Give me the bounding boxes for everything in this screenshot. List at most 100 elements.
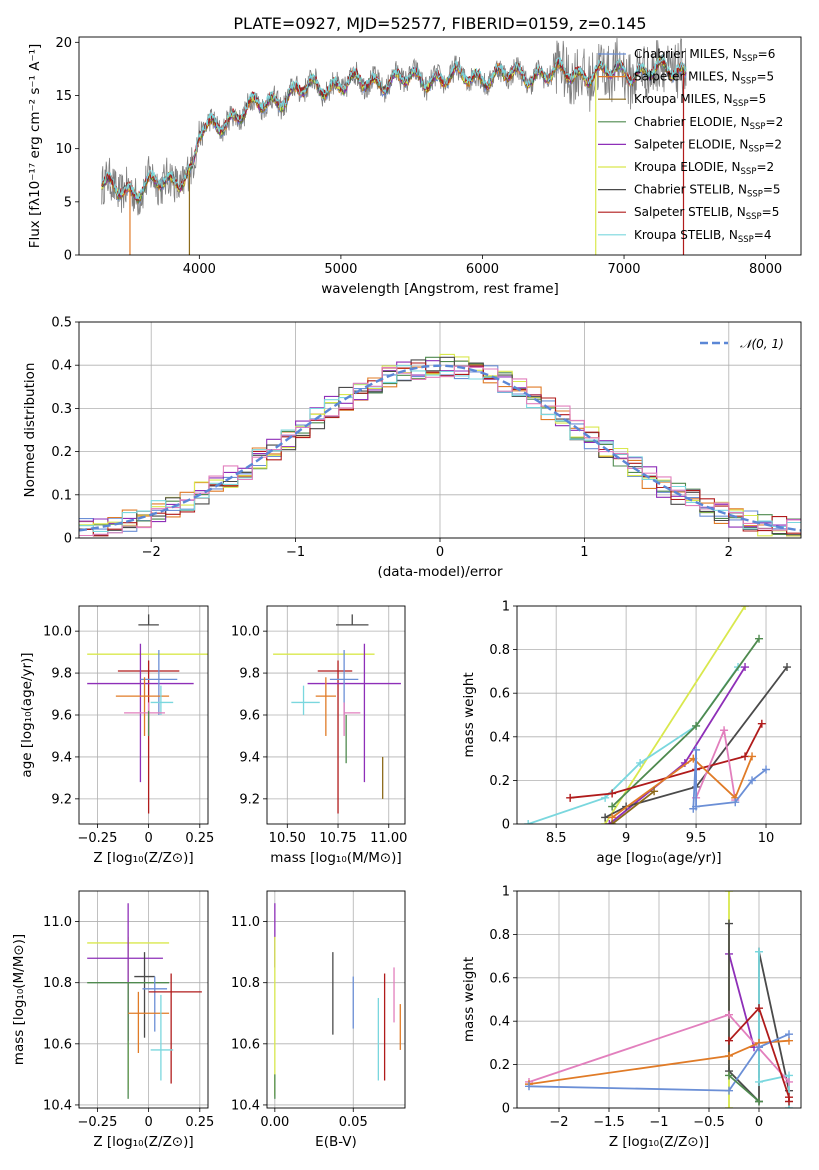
y-tick-label: 0.4 (489, 1015, 510, 1030)
series-marker (692, 721, 701, 730)
x-tick-label: −1 (649, 1115, 668, 1130)
x-tick-label: 0.25 (185, 1115, 214, 1130)
series-marker (650, 787, 659, 796)
plot-area (273, 614, 401, 814)
x-tick-label: 11.00 (370, 831, 407, 846)
axes-frame (266, 890, 406, 1109)
series-marker (755, 947, 763, 956)
x-tick-label: −0.25 (78, 1115, 118, 1130)
x-tick-label: 10.75 (319, 831, 356, 846)
y-tick-label: 11.0 (231, 915, 260, 930)
y-axis-label: mass weight (461, 957, 477, 1042)
series-marker (785, 1077, 793, 1086)
y-tick-label: 0.4 (51, 359, 72, 374)
y-tick-label: 0.3 (51, 402, 72, 417)
y-tick-label: 10.6 (231, 1037, 260, 1052)
plot-area (79, 353, 801, 537)
y-tick-label: 9.8 (239, 667, 260, 682)
plot-area (101, 37, 687, 255)
y-tick-label: 10.0 (231, 625, 260, 640)
legend-entry-label: Kroupa STELIB, NSSP=4 (634, 228, 772, 245)
panel-weight_vs_age: 8.5 9 9.5 10 0 0.2 0.4 0.6 0.8 1 age [log₁₀(age/yr… (461, 600, 802, 866)
series-marker (785, 1030, 793, 1039)
series-marker (755, 1097, 763, 1106)
y-tick-label: 9.8 (51, 667, 72, 682)
y-tick-label: 10 (55, 142, 72, 157)
y-axis-label: Flux [fλ10⁻¹⁷ erg cm⁻² s⁻¹ A⁻¹] (27, 44, 43, 249)
x-axis-label: Z [log₁₀(Z/Z⊙)] (609, 1134, 709, 1150)
x-tick-label: 10.50 (269, 831, 306, 846)
series-marker (725, 1104, 733, 1108)
y-axis-label: mass [log₁₀(M/M⊙)] (11, 934, 27, 1065)
y-tick-label: 10.6 (43, 1037, 72, 1052)
legend-entry-label: Chabrier STELIB, NSSP=5 (634, 183, 781, 200)
y-tick-label: 20 (55, 36, 72, 51)
series-marker (755, 1004, 763, 1013)
x-axis-label: Z [log₁₀(Z/Z⊙)] (93, 1134, 193, 1150)
panel-mass_vs_EBV: 0.00 0.05 10.4 10.6 10.8 11.0 E(B-V) (231, 890, 406, 1150)
series-marker (741, 663, 750, 672)
series-marker (692, 802, 701, 811)
x-axis-label: age [log₁₀(age/yr)] (596, 850, 721, 866)
x-tick-label: 9 (622, 831, 630, 846)
y-tick-label: 15 (55, 89, 72, 104)
panel-weight_vs_Z: −2 −1.5 −1 −0.5 0 0 0.2 0.4 0.6 0.8 1 Z [log₁₀(Z/Z⊙… (461, 885, 802, 1150)
y-axis-label: mass weight (461, 672, 477, 757)
y-tick-label: 1 (502, 885, 510, 900)
panel-mass_vs_Z: −0.25 0 0.25 10.4 10.6 10.8 11.0 Z [log₁₀(Z/Z⊙)… (11, 890, 214, 1150)
x-tick-label: 10 (758, 831, 775, 846)
series-marker (757, 719, 766, 728)
series-marker (601, 793, 610, 802)
series-marker (601, 813, 610, 822)
normal-curve (79, 364, 801, 532)
series-marker (755, 634, 764, 643)
x-axis-label: (data-model)/error (377, 564, 503, 580)
x-tick-label: 1 (580, 545, 588, 560)
series-marker (731, 798, 740, 807)
series-line (528, 1033, 790, 1092)
axes-frame (78, 890, 209, 1109)
legend-label: 𝒩(0, 1) (740, 337, 784, 351)
x-tick-label: 0.00 (260, 1115, 289, 1130)
panel-age_vs_Z: −0.25 0 0.25 9.2 9.4 9.6 9.8 10.0 Z [log₁₀(Z/Z⊙)… (19, 605, 214, 866)
series-marker (748, 752, 757, 761)
y-axis-label: age [log₁₀(age/yr)] (19, 652, 35, 777)
y-tick-label: 9.2 (239, 792, 260, 807)
x-tick-label: 0 (144, 1115, 152, 1130)
plot-area (274, 903, 401, 1099)
y-tick-label: 0.8 (489, 928, 510, 943)
y-tick-label: 0.8 (489, 643, 510, 658)
series-line (528, 1039, 790, 1085)
series-line (758, 951, 790, 1108)
series-marker (755, 1043, 763, 1052)
series-line (608, 666, 746, 824)
series-marker (725, 891, 733, 895)
x-axis-label: wavelength [Angstrom, rest frame] (321, 281, 559, 297)
y-tick-label: 5 (64, 195, 72, 210)
series-line (728, 1074, 760, 1103)
x-axis-label: mass [log₁₀(M/M⊙)] (270, 850, 401, 866)
x-tick-label: 5000 (324, 262, 357, 277)
histogram-steps (79, 365, 801, 534)
series-marker (524, 820, 533, 824)
histogram-steps (79, 356, 801, 536)
y-tick-label: 1 (502, 600, 510, 615)
y-tick-label: 10.0 (43, 625, 72, 640)
x-tick-label: −1.5 (593, 1115, 625, 1130)
axes-frame (78, 36, 802, 256)
y-tick-label: 0 (502, 818, 510, 833)
legend-entry-label: Chabrier ELODIE, NSSP=2 (634, 115, 783, 132)
series-marker (525, 1082, 533, 1091)
series-marker (608, 802, 617, 811)
legend-entry-label: Kroupa MILES, NSSP=5 (634, 92, 766, 109)
plot-area (524, 606, 792, 824)
x-tick-label: 7000 (607, 262, 640, 277)
y-tick-label: 10.8 (43, 976, 72, 991)
series-marker (725, 1051, 733, 1060)
x-tick-label: 0 (436, 545, 444, 560)
plot-area (87, 614, 208, 814)
y-tick-label: 0.2 (51, 445, 72, 460)
x-tick-label: 2 (725, 545, 733, 560)
y-tick-label: 10.4 (43, 1098, 72, 1113)
x-tick-label: 8000 (749, 262, 782, 277)
